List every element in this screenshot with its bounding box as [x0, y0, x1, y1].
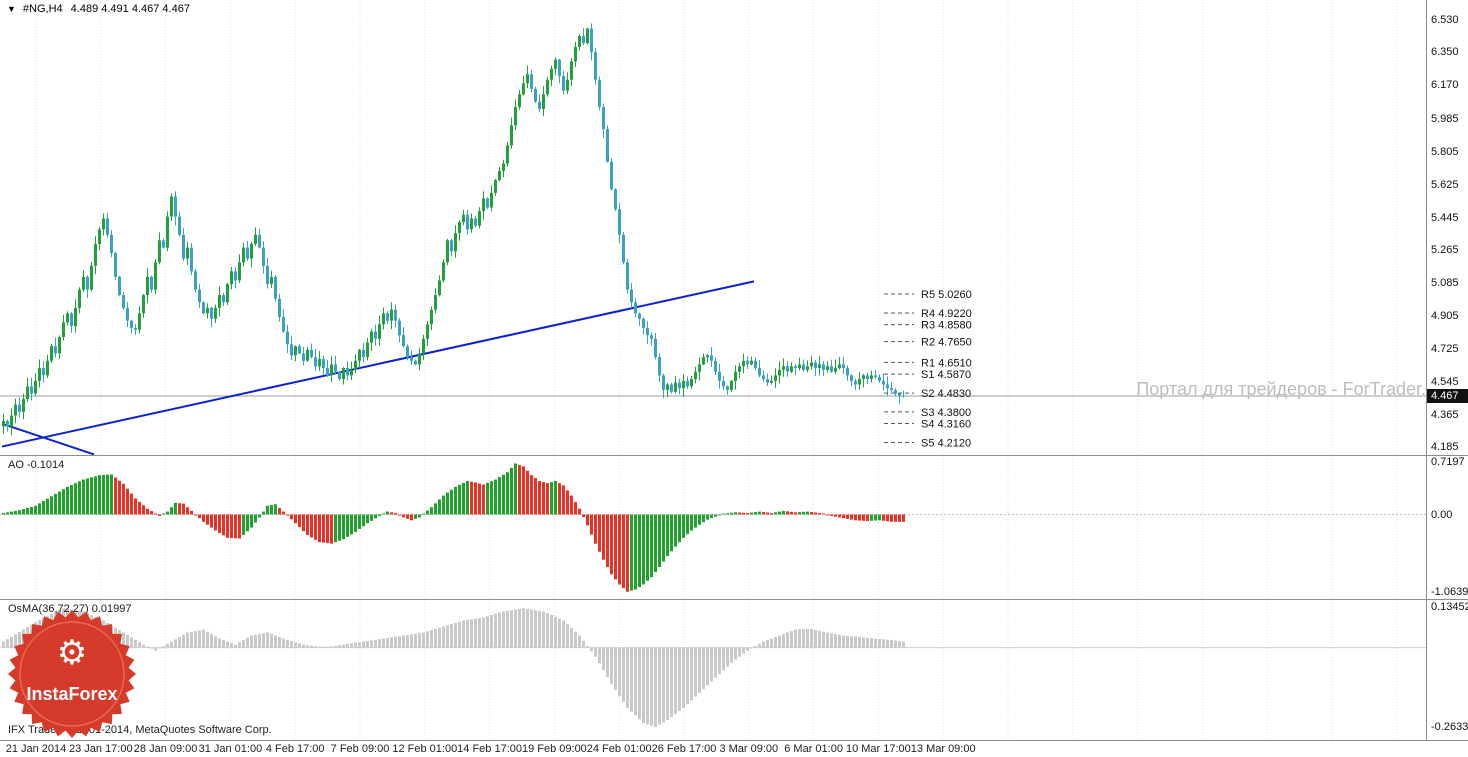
price-axis-label: 4.365 [1431, 408, 1459, 421]
price-axis-label: 4.725 [1431, 342, 1459, 355]
pivot-label: S4 4.3160 [921, 419, 971, 431]
time-axis-label: 19 Feb 09:00 [521, 743, 587, 755]
osma-axis-label: -0.2633 [1431, 721, 1468, 733]
symbol-label: #NG,H4 [22, 3, 63, 15]
time-axis-label: 10 Mar 17:00 [845, 743, 911, 755]
current-price-value: 4.467 [1431, 389, 1459, 402]
time-axis-label: 13 Mar 09:00 [910, 743, 976, 755]
pivot-label: S3 4.3800 [921, 407, 971, 419]
trendline [1, 422, 95, 455]
chart-title: ▼ #NG,H4 4.489 4.491 4.467 4.467 [7, 3, 190, 15]
osma-indicator-label: OsMA(36,72,27) 0.01997 [8, 603, 132, 615]
pivot-label: R5 5.0260 [921, 289, 972, 301]
price-axis-label: 5.985 [1431, 112, 1459, 125]
panel-separator[interactable] [0, 599, 1468, 600]
pivot-label: R3 4.8580 [921, 320, 972, 332]
ohlc-quotes-label: 4.489 4.491 4.467 4.467 [70, 3, 190, 15]
price-axis-label: 5.445 [1431, 211, 1459, 224]
pivot-label: S2 4.4830 [921, 388, 971, 400]
time-axis-label: 24 Feb 01:00 [586, 743, 652, 755]
price-axis-label: 5.805 [1431, 145, 1459, 158]
ao-axis-label: 0.00 [1431, 508, 1453, 521]
ao-histogram [2, 463, 905, 592]
ao-indicator-label: AO -0.1014 [8, 459, 65, 471]
time-axis-label: 23 Jan 17:00 [68, 743, 133, 755]
price-axis-label: 5.085 [1431, 277, 1459, 290]
time-axis-label: 7 Feb 09:00 [330, 743, 390, 755]
chevron-down-icon[interactable]: ▼ [7, 4, 16, 14]
pivot-label: S5 4.2120 [921, 438, 971, 450]
pivot-label: R4 4.9220 [921, 308, 972, 320]
price-axis-label: 6.530 [1431, 13, 1459, 26]
price-axis-label: 4.545 [1431, 375, 1459, 388]
time-axis-label: 21 Jan 2014 [5, 743, 67, 755]
price-axis-label: 6.350 [1431, 46, 1459, 59]
instaforex-logo[interactable]: ⚙ InstaForex [6, 608, 138, 740]
gear-icon: ⚙ [57, 633, 87, 673]
ao-axis-label: 0.7197 [1431, 456, 1465, 469]
gridlines [35, 0, 1398, 455]
time-axis-label: 14 Feb 17:00 [457, 743, 523, 755]
price-axis-label: 5.265 [1431, 244, 1459, 257]
time-axis-label: 3 Mar 09:00 [719, 743, 779, 755]
watermark-text: Портал для трейдеров - ForTrader.ru [1136, 379, 1442, 399]
time-axis-label: 31 Jan 01:00 [198, 743, 263, 755]
candles-series [2, 23, 905, 436]
logo-text: InstaForex [26, 684, 117, 704]
price-axis-column[interactable]: 4.467 6.530 6.350 6.170 5.985 5.805 5.625 5.44… [1426, 0, 1468, 741]
time-axis-label: 26 Feb 17:00 [651, 743, 717, 755]
panel-separator[interactable] [0, 455, 1468, 456]
time-axis-label: 4 Feb 17:00 [265, 743, 325, 755]
time-axis-label: 28 Jan 09:00 [133, 743, 198, 755]
logo-ring [19, 621, 125, 727]
trendlines[interactable] [1, 280, 755, 455]
price-axis-label: 4.185 [1431, 441, 1459, 454]
panel-separator [0, 740, 1468, 741]
logo-seal-canvas: ⚙ InstaForex [8, 610, 136, 738]
ao-axis-label: -1.0639 [1431, 586, 1468, 599]
trendline [1, 280, 755, 448]
pivot-label: R2 4.7650 [921, 337, 972, 349]
logo-seal [8, 610, 136, 738]
ao-indicator-canvas[interactable] [0, 456, 1426, 599]
current-price-tag: 4.467 [1427, 388, 1468, 403]
osma-axis-label: 0.13452 [1431, 601, 1468, 614]
osma-indicator-canvas[interactable] [0, 600, 1426, 740]
time-axis[interactable]: 21 Jan 2014 23 Jan 17:00 28 Jan 09:00 31 Ja… [0, 741, 1468, 757]
pivot-label: R1 4.6510 [921, 357, 972, 369]
pivot-label: S1 4.5870 [921, 369, 971, 381]
time-axis-label: 6 Mar 01:00 [784, 743, 843, 755]
price-axis-label: 4.905 [1431, 310, 1459, 323]
price-axis-label: 6.170 [1431, 79, 1459, 92]
price-axis-label: 5.625 [1431, 178, 1459, 191]
time-axis-label: 12 Feb 01:00 [392, 743, 458, 755]
